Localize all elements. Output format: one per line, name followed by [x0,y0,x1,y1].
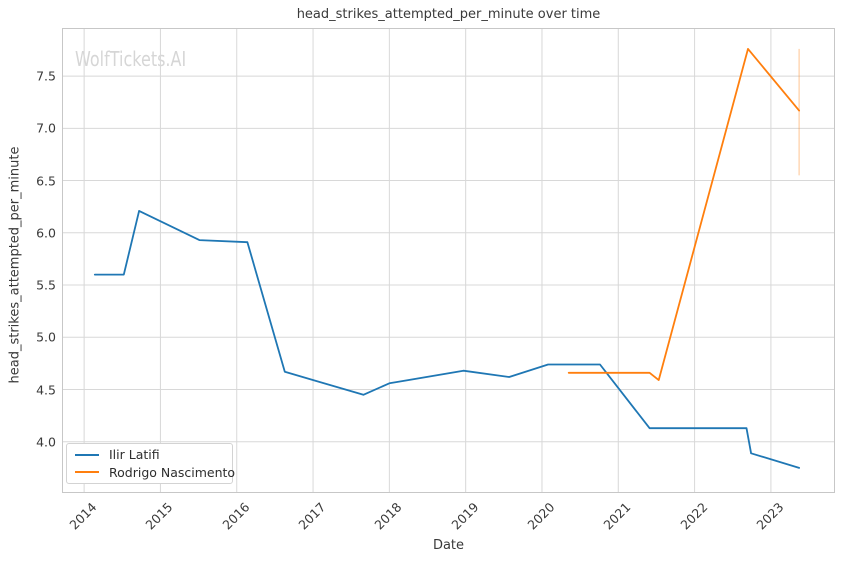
chart-title: head_strikes_attempted_per_minute over t… [296,7,601,22]
line-swatch-icon [75,471,99,474]
y-tick-label: 5.5 [36,277,56,293]
x-axis-label: Date [432,538,465,553]
y-axis-label: head_strikes_attempted_per_minute [7,146,23,384]
y-tick-label: 7.5 [36,68,56,84]
line-swatch-icon [75,453,99,456]
y-tick-label: 6.0 [36,225,56,241]
y-tick-label: 5.0 [36,329,56,345]
y-tick-label: 7.0 [36,120,56,136]
y-tick-label: 6.5 [36,173,56,189]
legend-label: Ilir Latifi [109,447,160,463]
y-tick-label: 4.5 [36,382,56,398]
legend: Ilir Latifi Rodrigo Nascimento [66,443,235,484]
legend-item-rodrigo-nascimento: Rodrigo Nascimento [75,464,235,482]
y-tick-label: 4.0 [36,434,56,450]
watermark: WolfTickets.AI [75,47,187,71]
legend-item-ilir-latifi: Ilir Latifi [75,446,224,464]
legend-label: Rodrigo Nascimento [109,464,236,480]
